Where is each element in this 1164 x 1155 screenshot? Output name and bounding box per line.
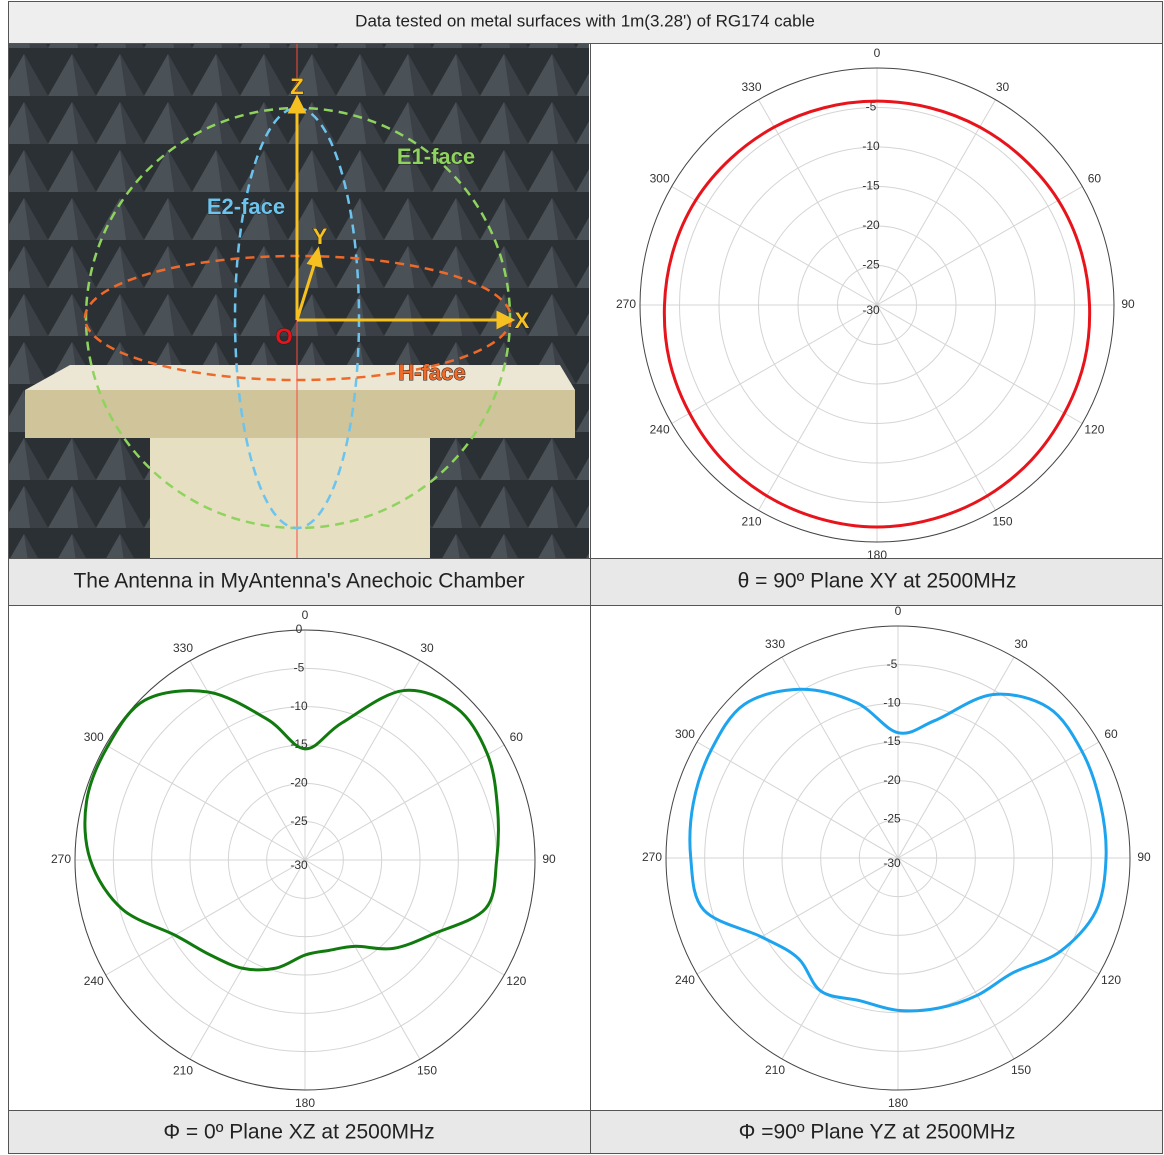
grid-spoke	[898, 742, 1099, 858]
pattern-line	[85, 690, 499, 970]
radial-tick-label: -25	[290, 814, 308, 828]
grid-spoke	[782, 657, 898, 858]
grid-spoke	[759, 305, 878, 510]
photo-label: E1-face	[397, 144, 475, 169]
angle-tick-label: 240	[84, 974, 104, 988]
angle-tick-label: 150	[992, 515, 1012, 529]
grid-spoke	[877, 305, 1082, 424]
angle-tick-label: 30	[420, 641, 434, 655]
radial-tick-label: -25	[862, 258, 880, 272]
polar-chart: 0 30 60 90 120 150 180 210 240 270 300 330 -30 -25 -20…	[616, 46, 1135, 562]
angle-tick-label: 180	[295, 1096, 315, 1110]
angle-tick-label: 180	[888, 1096, 908, 1110]
grid-spoke	[898, 858, 1014, 1059]
angle-tick-label: 0	[302, 608, 309, 622]
angle-tick-label: 90	[1137, 850, 1151, 864]
radial-tick-label: -10	[290, 699, 308, 713]
angle-tick-label: 300	[84, 730, 104, 744]
grid-spoke	[877, 305, 996, 510]
angle-tick-label: 330	[173, 641, 193, 655]
radial-tick-label: -5	[887, 657, 898, 671]
angle-tick-label: 300	[675, 727, 695, 741]
chart-caption: Φ =90º Plane YZ at 2500MHz	[739, 1121, 1016, 1144]
radial-tick-label: -30	[883, 856, 901, 870]
angle-tick-label: 240	[650, 423, 670, 437]
radial-tick-label: 0	[296, 622, 303, 636]
chart-caption: θ = 90º Plane XY at 2500MHz	[738, 570, 1017, 593]
angle-tick-label: 210	[173, 1063, 193, 1077]
radial-tick-label: -10	[862, 139, 880, 153]
photo-label: E2-face	[207, 194, 285, 219]
header-title: Data tested on metal surfaces with 1m(3.…	[355, 11, 815, 30]
angle-tick-label: 300	[650, 172, 670, 186]
angle-tick-label: 60	[1104, 727, 1118, 741]
angle-tick-label: 330	[741, 80, 761, 94]
angle-tick-label: 0	[895, 604, 902, 618]
photo-label: H-face	[398, 360, 465, 385]
angle-tick-label: 60	[1088, 172, 1102, 186]
grid-spoke	[877, 187, 1082, 306]
angle-tick-label: 240	[675, 973, 695, 987]
grid-spoke	[877, 100, 996, 305]
angle-tick-label: 30	[1014, 637, 1028, 651]
polar-chart: 0 30 60 90 120 150 180 210 240 270 300 330 -30 -25 -20…	[51, 608, 556, 1110]
angle-tick-label: 150	[1011, 1063, 1031, 1077]
polar-chart: 0 30 60 90 120 150 180 210 240 270 300 330 -30 -25 -20…	[642, 604, 1151, 1110]
radial-tick-label: -5	[294, 661, 305, 675]
photo-label: Z	[290, 74, 303, 99]
angle-tick-label: 210	[741, 515, 761, 529]
radial-tick-label: -20	[862, 218, 880, 232]
radial-tick-label: -15	[883, 734, 901, 748]
grid-spoke	[898, 657, 1014, 858]
page: Z Y X O E1-face E2-face H-face Data test…	[0, 0, 1164, 1155]
angle-tick-label: 150	[417, 1063, 437, 1077]
radial-tick-label: -30	[862, 303, 880, 317]
chart-caption: Φ = 0º Plane XZ at 2500MHz	[163, 1121, 434, 1144]
grid-spoke	[759, 100, 878, 305]
photo-label: X	[515, 308, 530, 333]
radial-tick-label: -20	[290, 776, 308, 790]
radial-tick-label: -25	[883, 812, 901, 826]
angle-tick-label: 120	[1084, 423, 1104, 437]
grid-spoke	[305, 745, 504, 860]
angle-tick-label: 0	[874, 46, 881, 60]
angle-tick-label: 270	[642, 850, 662, 864]
angle-tick-label: 60	[510, 730, 524, 744]
grid-spoke	[898, 858, 1099, 974]
angle-tick-label: 330	[765, 637, 785, 651]
photo: Z Y X O E1-face E2-face H-face	[9, 44, 589, 558]
angle-tick-label: 30	[996, 80, 1010, 94]
grid-spoke	[672, 305, 877, 424]
grid-spoke	[672, 187, 877, 306]
angle-tick-label: 120	[506, 974, 526, 988]
photo-label: Y	[313, 224, 328, 249]
grid-spoke	[305, 860, 420, 1059]
photo-label: O	[275, 324, 292, 349]
radial-tick-label: -20	[883, 773, 901, 787]
angle-tick-label: 90	[1121, 297, 1135, 311]
grid-spoke	[106, 745, 305, 860]
angle-tick-label: 270	[51, 852, 71, 866]
grid-spoke	[190, 860, 305, 1059]
angle-tick-label: 90	[542, 852, 556, 866]
radial-tick-label: -30	[290, 858, 308, 872]
radial-tick-label: -15	[862, 179, 880, 193]
photo-caption: The Antenna in MyAntenna's Anechoic Cham…	[73, 570, 524, 593]
angle-tick-label: 210	[765, 1063, 785, 1077]
angle-tick-label: 180	[867, 548, 887, 562]
radial-tick-label: -10	[883, 696, 901, 710]
grid-spoke	[697, 742, 898, 858]
angle-tick-label: 120	[1101, 973, 1121, 987]
angle-tick-label: 270	[616, 297, 636, 311]
